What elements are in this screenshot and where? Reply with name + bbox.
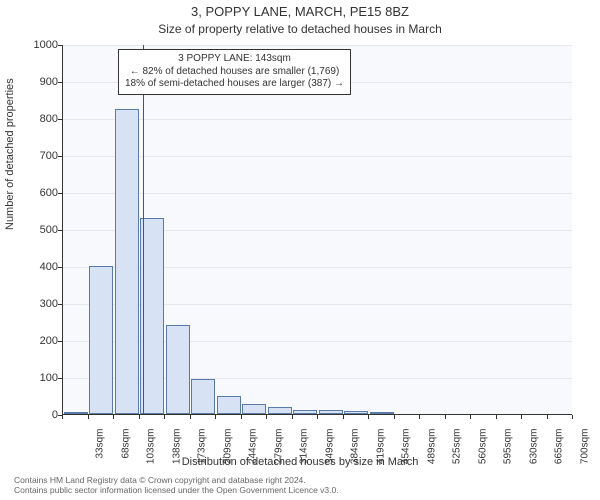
reference-line — [143, 45, 144, 414]
plot-area: 3 POPPY LANE: 143sqm ← 82% of detached h… — [62, 45, 572, 415]
y-tick-label: 300 — [18, 298, 58, 310]
bar — [191, 379, 215, 414]
bar — [115, 109, 139, 414]
footer-attribution: Contains HM Land Registry data © Crown c… — [14, 475, 339, 495]
bar — [344, 411, 368, 414]
annotation-box: 3 POPPY LANE: 143sqm ← 82% of detached h… — [118, 49, 351, 95]
y-tick-label: 500 — [18, 224, 58, 236]
annotation-line3: 18% of semi-detached houses are larger (… — [125, 78, 344, 91]
footer-line1: Contains HM Land Registry data © Crown c… — [14, 475, 339, 485]
annotation-line2: ← 82% of detached houses are smaller (1,… — [125, 66, 344, 79]
annotation-line1: 3 POPPY LANE: 143sqm — [125, 53, 344, 66]
bar — [242, 404, 266, 414]
bar — [268, 407, 292, 414]
y-tick-label: 900 — [18, 76, 58, 88]
y-tick-label: 200 — [18, 335, 58, 347]
x-axis-label: Distribution of detached houses by size … — [0, 456, 600, 468]
footer-line2: Contains public sector information licen… — [14, 485, 339, 495]
bar — [166, 325, 190, 414]
bar — [217, 396, 241, 415]
bar-series — [63, 45, 572, 414]
chart-container: 3, POPPY LANE, MARCH, PE15 8BZ Size of p… — [0, 0, 600, 500]
y-tick-label: 800 — [18, 113, 58, 125]
bar — [89, 266, 113, 414]
y-tick-label: 1000 — [18, 39, 58, 51]
y-axis-label: Number of detached properties — [4, 78, 16, 230]
bar — [293, 410, 317, 414]
bar — [370, 412, 394, 414]
y-tick-label: 100 — [18, 372, 58, 384]
y-tick-label: 700 — [18, 150, 58, 162]
chart-subtitle: Size of property relative to detached ho… — [0, 22, 600, 36]
bar — [64, 412, 88, 414]
y-tick-label: 400 — [18, 261, 58, 273]
y-tick-label: 0 — [18, 409, 58, 421]
page-title: 3, POPPY LANE, MARCH, PE15 8BZ — [0, 4, 600, 19]
y-tick-label: 600 — [18, 187, 58, 199]
bar — [319, 410, 343, 414]
